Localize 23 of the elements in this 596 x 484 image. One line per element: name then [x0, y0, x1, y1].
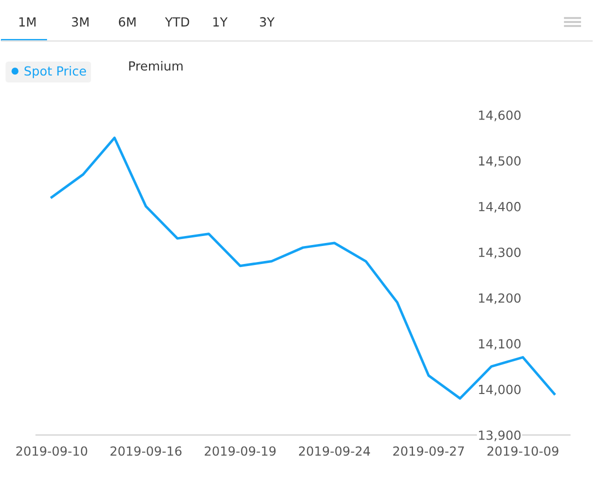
x-tick-label: 2019-09-16 — [110, 446, 182, 456]
y-tick-label: 14,600 — [479, 110, 521, 122]
legend-label: Spot Price — [24, 66, 86, 78]
text: 6M — [118, 17, 136, 27]
y-tick-label: 14,000 — [479, 384, 521, 396]
x-tick-label: 2019-09-10 — [16, 446, 88, 456]
x-tick-label: 2019-09-27 — [393, 446, 464, 456]
text: Premium — [129, 60, 183, 71]
y-tick-label: 14,300 — [479, 248, 521, 258]
x-tick-label: 2019-10-09 — [487, 446, 558, 456]
line-series — [50, 136, 556, 400]
y-tick-label: 14,400 — [479, 202, 521, 213]
x-tick-label: 2019-09-24 — [299, 446, 370, 456]
text: YTD — [164, 17, 190, 26]
y-tick-label: 14,100 — [479, 339, 521, 350]
text: 1M — [19, 17, 36, 26]
text: 3Y — [260, 17, 275, 27]
y-tick-label: 14,500 — [479, 156, 521, 167]
y-tick-label: 13,900 — [479, 430, 521, 442]
x-tick-label: 2019-09-19 — [204, 446, 276, 456]
y-tick-label: 14,200 — [479, 293, 521, 304]
text: 1Y — [213, 17, 228, 26]
text: 3M — [72, 17, 89, 27]
